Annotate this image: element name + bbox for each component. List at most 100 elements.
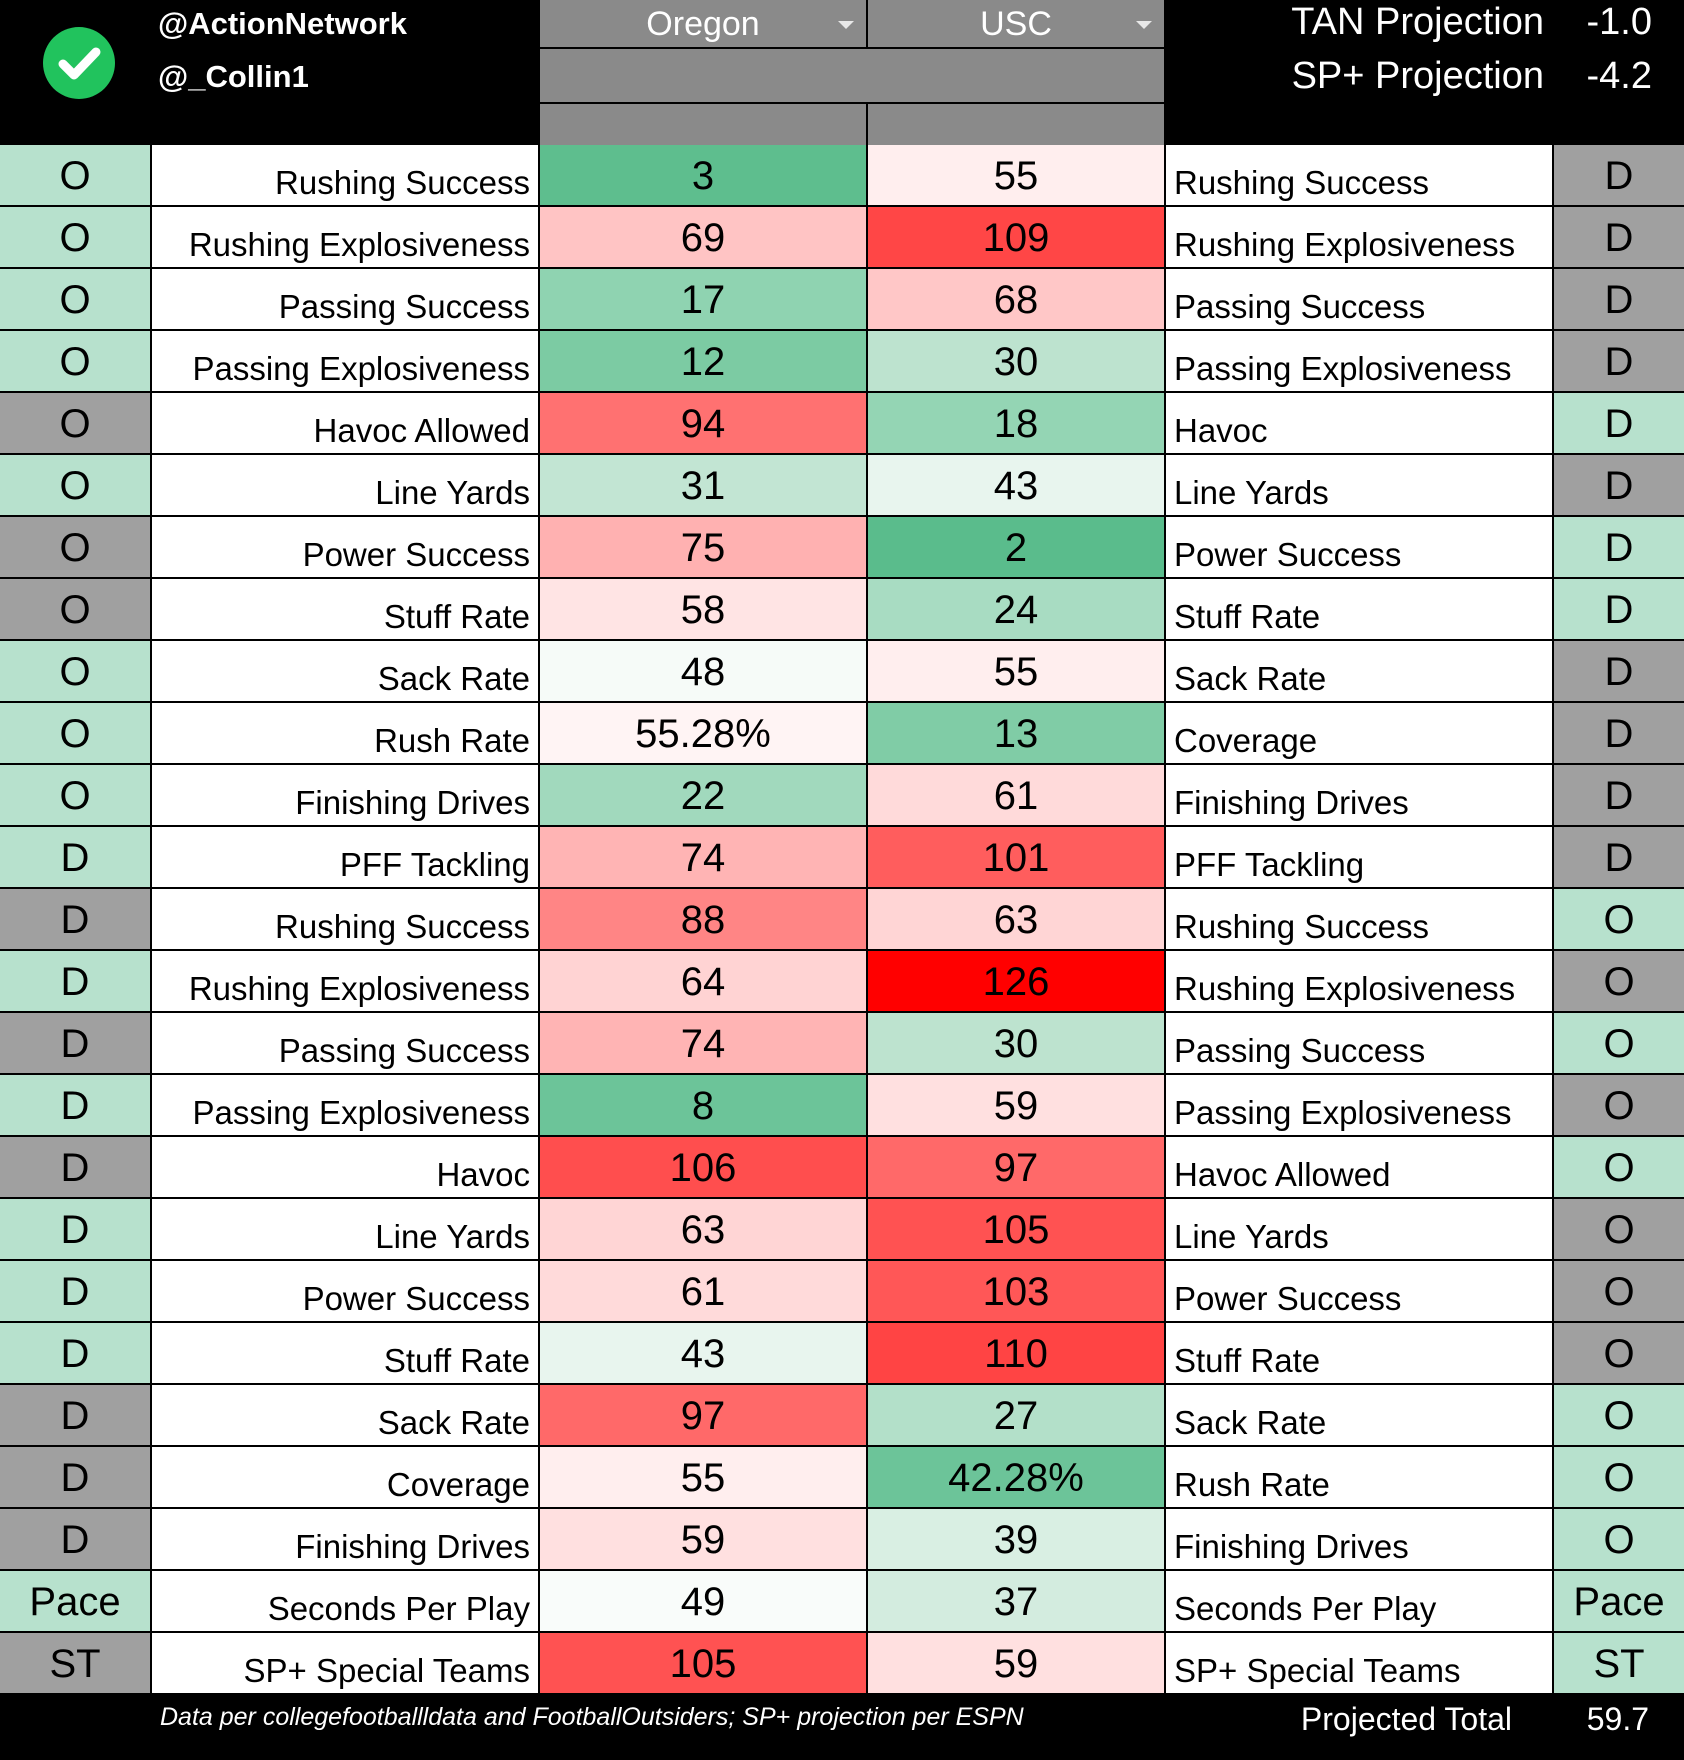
left-side-cell[interactable]: O bbox=[0, 455, 150, 515]
right-side-cell[interactable]: D bbox=[1554, 765, 1684, 825]
left-stat-label[interactable]: Rushing Explosiveness bbox=[152, 951, 538, 1011]
left-stat-label[interactable]: Line Yards bbox=[152, 1199, 538, 1259]
left-side-cell[interactable]: ST bbox=[0, 1633, 150, 1693]
left-side-cell[interactable]: O bbox=[0, 269, 150, 329]
usc-rank-cell[interactable]: 37 bbox=[868, 1571, 1164, 1631]
left-stat-label[interactable]: Stuff Rate bbox=[152, 1323, 538, 1383]
left-side-cell[interactable]: D bbox=[0, 1137, 150, 1197]
right-side-cell[interactable]: O bbox=[1554, 951, 1684, 1011]
oregon-rank-cell[interactable]: 3 bbox=[540, 145, 866, 205]
left-side-cell[interactable]: D bbox=[0, 1075, 150, 1135]
right-stat-label[interactable]: Rush Rate bbox=[1166, 1447, 1552, 1507]
right-side-cell[interactable]: O bbox=[1554, 1013, 1684, 1073]
left-side-cell[interactable]: D bbox=[0, 827, 150, 887]
left-side-cell[interactable]: D bbox=[0, 1199, 150, 1259]
usc-rank-cell[interactable]: 55 bbox=[868, 641, 1164, 701]
oregon-rank-cell[interactable]: 63 bbox=[540, 1199, 866, 1259]
left-side-cell[interactable]: D bbox=[0, 1509, 150, 1569]
right-side-cell[interactable]: D bbox=[1554, 641, 1684, 701]
left-stat-label[interactable]: Power Success bbox=[152, 1261, 538, 1321]
right-stat-label[interactable]: Sack Rate bbox=[1166, 641, 1552, 701]
oregon-rank-cell[interactable]: 74 bbox=[540, 827, 866, 887]
left-side-cell[interactable]: O bbox=[0, 145, 150, 205]
left-stat-label[interactable]: Rushing Explosiveness bbox=[152, 207, 538, 267]
right-side-cell[interactable]: O bbox=[1554, 889, 1684, 949]
oregon-rank-cell[interactable]: 22 bbox=[540, 765, 866, 825]
usc-rank-cell[interactable]: 101 bbox=[868, 827, 1164, 887]
left-stat-label[interactable]: Havoc Allowed bbox=[152, 393, 538, 453]
left-side-cell[interactable]: O bbox=[0, 703, 150, 763]
oregon-rank-cell[interactable]: 75 bbox=[540, 517, 866, 577]
right-side-cell[interactable]: D bbox=[1554, 703, 1684, 763]
right-stat-label[interactable]: Havoc bbox=[1166, 393, 1552, 453]
right-stat-label[interactable]: Passing Explosiveness bbox=[1166, 331, 1552, 391]
right-side-cell[interactable]: D bbox=[1554, 269, 1684, 329]
usc-rank-cell[interactable]: 2 bbox=[868, 517, 1164, 577]
left-stat-label[interactable]: Stuff Rate bbox=[152, 579, 538, 639]
right-stat-label[interactable]: PFF Tackling bbox=[1166, 827, 1552, 887]
left-stat-label[interactable]: Sack Rate bbox=[152, 641, 538, 701]
right-stat-label[interactable]: Rushing Success bbox=[1166, 889, 1552, 949]
usc-rank-cell[interactable]: 109 bbox=[868, 207, 1164, 267]
right-stat-label[interactable]: Finishing Drives bbox=[1166, 1509, 1552, 1569]
right-stat-label[interactable]: Sack Rate bbox=[1166, 1385, 1552, 1445]
oregon-rank-cell[interactable]: 61 bbox=[540, 1261, 866, 1321]
left-stat-label[interactable]: Passing Success bbox=[152, 269, 538, 329]
usc-rank-cell[interactable]: 59 bbox=[868, 1075, 1164, 1135]
right-side-cell[interactable]: D bbox=[1554, 827, 1684, 887]
right-side-cell[interactable]: D bbox=[1554, 331, 1684, 391]
right-side-cell[interactable]: D bbox=[1554, 145, 1684, 205]
right-stat-label[interactable]: Line Yards bbox=[1166, 1199, 1552, 1259]
right-side-cell[interactable]: ST bbox=[1554, 1633, 1684, 1693]
right-stat-label[interactable]: Rushing Explosiveness bbox=[1166, 207, 1552, 267]
right-stat-label[interactable]: Stuff Rate bbox=[1166, 1323, 1552, 1383]
usc-rank-cell[interactable]: 63 bbox=[868, 889, 1164, 949]
oregon-rank-cell[interactable]: 55 bbox=[540, 1447, 866, 1507]
left-stat-label[interactable]: PFF Tackling bbox=[152, 827, 538, 887]
left-side-cell[interactable]: O bbox=[0, 765, 150, 825]
right-stat-label[interactable]: Rushing Success bbox=[1166, 145, 1552, 205]
usc-rank-cell[interactable]: 30 bbox=[868, 1013, 1164, 1073]
right-side-cell[interactable]: D bbox=[1554, 517, 1684, 577]
left-side-cell[interactable]: O bbox=[0, 393, 150, 453]
oregon-rank-cell[interactable]: 58 bbox=[540, 579, 866, 639]
right-stat-label[interactable]: Havoc Allowed bbox=[1166, 1137, 1552, 1197]
usc-rank-cell[interactable]: 18 bbox=[868, 393, 1164, 453]
usc-rank-cell[interactable]: 13 bbox=[868, 703, 1164, 763]
usc-rank-cell[interactable]: 103 bbox=[868, 1261, 1164, 1321]
left-side-cell[interactable]: D bbox=[0, 1013, 150, 1073]
right-stat-label[interactable]: Passing Success bbox=[1166, 1013, 1552, 1073]
oregon-rank-cell[interactable]: 59 bbox=[540, 1509, 866, 1569]
right-side-cell[interactable]: D bbox=[1554, 455, 1684, 515]
oregon-rank-cell[interactable]: 69 bbox=[540, 207, 866, 267]
oregon-rank-cell[interactable]: 48 bbox=[540, 641, 866, 701]
left-stat-label[interactable]: Passing Success bbox=[152, 1013, 538, 1073]
right-side-cell[interactable]: O bbox=[1554, 1447, 1684, 1507]
oregon-rank-cell[interactable]: 8 bbox=[540, 1075, 866, 1135]
left-stat-label[interactable]: SP+ Special Teams bbox=[152, 1633, 538, 1693]
left-stat-label[interactable]: Sack Rate bbox=[152, 1385, 538, 1445]
usc-rank-cell[interactable]: 55 bbox=[868, 145, 1164, 205]
oregon-rank-cell[interactable]: 94 bbox=[540, 393, 866, 453]
left-side-cell[interactable]: D bbox=[0, 1385, 150, 1445]
right-side-cell[interactable]: O bbox=[1554, 1137, 1684, 1197]
right-stat-label[interactable]: Coverage bbox=[1166, 703, 1552, 763]
right-stat-label[interactable]: Line Yards bbox=[1166, 455, 1552, 515]
usc-rank-cell[interactable]: 39 bbox=[868, 1509, 1164, 1569]
right-stat-label[interactable]: Power Success bbox=[1166, 517, 1552, 577]
right-side-cell[interactable]: D bbox=[1554, 207, 1684, 267]
left-stat-label[interactable]: Line Yards bbox=[152, 455, 538, 515]
left-stat-label[interactable]: Havoc bbox=[152, 1137, 538, 1197]
oregon-rank-cell[interactable]: 88 bbox=[540, 889, 866, 949]
left-stat-label[interactable]: Seconds Per Play bbox=[152, 1571, 538, 1631]
left-stat-label[interactable]: Rushing Success bbox=[152, 889, 538, 949]
usc-rank-cell[interactable]: 110 bbox=[868, 1323, 1164, 1383]
team-select-right[interactable]: USC bbox=[868, 0, 1164, 47]
left-stat-label[interactable]: Passing Explosiveness bbox=[152, 1075, 538, 1135]
usc-rank-cell[interactable]: 68 bbox=[868, 269, 1164, 329]
left-stat-label[interactable]: Power Success bbox=[152, 517, 538, 577]
oregon-rank-cell[interactable]: 105 bbox=[540, 1633, 866, 1693]
left-side-cell[interactable]: D bbox=[0, 1261, 150, 1321]
oregon-rank-cell[interactable]: 43 bbox=[540, 1323, 866, 1383]
usc-rank-cell[interactable]: 42.28% bbox=[868, 1447, 1164, 1507]
